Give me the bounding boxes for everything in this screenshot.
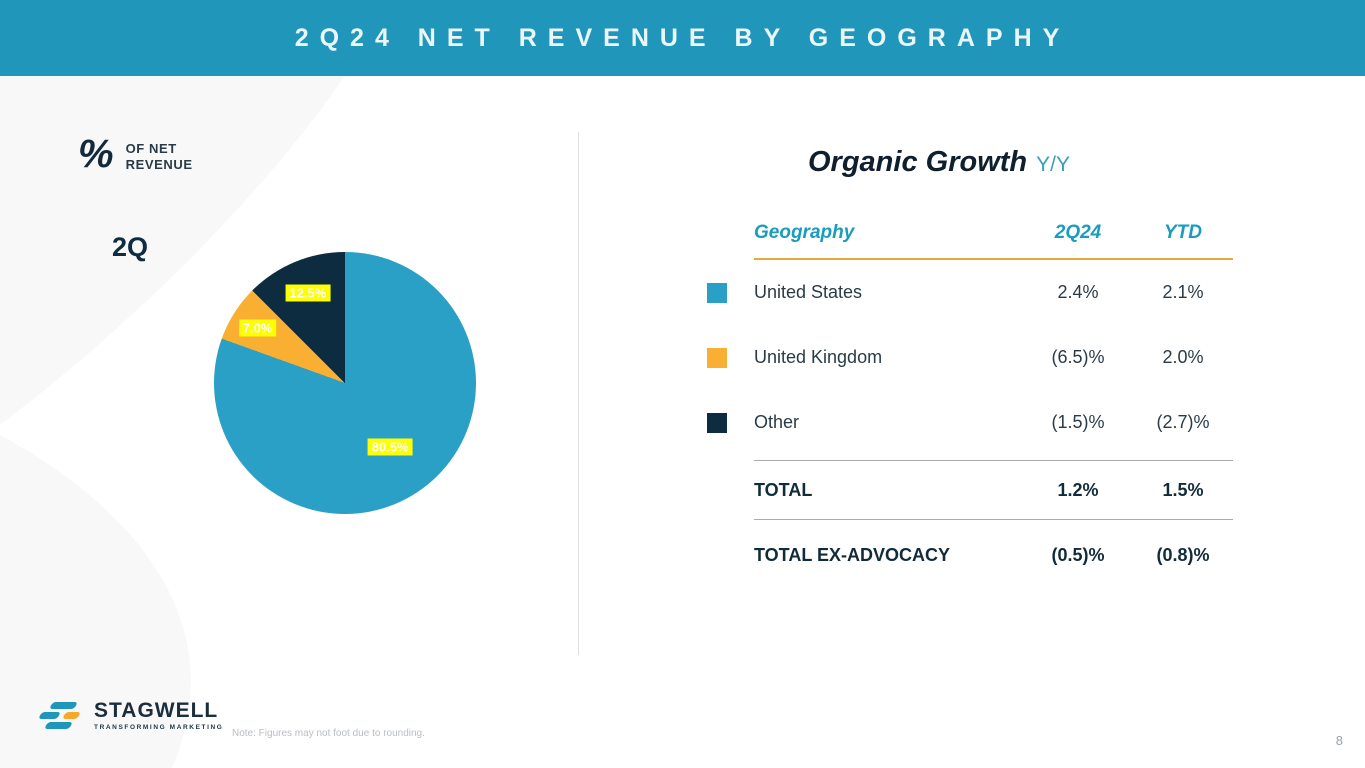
organic-growth-title-suffix: Y/Y: [1036, 153, 1070, 176]
brand-name: STAGWELL: [94, 699, 219, 722]
slide-header: 2Q24 NET REVENUE BY GEOGRAPHY: [0, 0, 1365, 76]
pct-of-net-revenue-block: % OF NET REVENUE: [78, 134, 193, 174]
header-underline: [754, 258, 1233, 260]
page-number: 8: [1335, 733, 1343, 748]
stagwell-logo-icon: [37, 701, 87, 730]
row-ytd-value: 2.0%: [1162, 347, 1204, 367]
column-header-2q24: 2Q24: [1054, 222, 1102, 243]
row-ytd-value: 2.1%: [1162, 282, 1204, 302]
legend-swatch-united-kingdom: [707, 347, 727, 368]
stagwell-logo-text: STAGWELL TRANSFORMING MARKETING: [94, 700, 223, 731]
stagwell-logo: STAGWELL TRANSFORMING MARKETING: [37, 700, 223, 731]
total-ex-ytd-value: (0.8)%: [1156, 544, 1210, 565]
legend-swatch-united-states: [707, 282, 727, 303]
total-ytd-value: 1.5%: [1162, 479, 1204, 500]
table-row-other: Other (1.5)% (2.7)%: [707, 390, 1233, 455]
pct-caption: OF NET REVENUE: [126, 141, 193, 174]
row-2q24-value: 2.4%: [1057, 282, 1099, 302]
footnote: Note: Figures may not foot due to roundi…: [232, 728, 425, 739]
brand-tagline: TRANSFORMING MARKETING: [94, 724, 224, 731]
separator-line: [754, 519, 1233, 520]
pie-slice-label: 7.0%: [238, 319, 277, 337]
table-row-united-kingdom: United Kingdom (6.5)% 2.0%: [707, 325, 1233, 390]
pct-caption-line2: REVENUE: [125, 157, 193, 173]
legend-swatch-other: [707, 412, 727, 433]
pie-slice-label: 80.5%: [367, 438, 413, 456]
column-header-geography: Geography: [754, 222, 855, 243]
total-2q24-value: 1.2%: [1057, 479, 1099, 500]
total-label: TOTAL: [754, 479, 813, 500]
slide-title: 2Q24 NET REVENUE BY GEOGRAPHY: [294, 23, 1071, 52]
pie-slice-label: 12.5%: [285, 284, 331, 302]
table-header-row: Geography 2Q24 YTD: [707, 208, 1233, 258]
table-row-united-states: United States 2.4% 2.1%: [707, 260, 1233, 325]
row-ytd-value: (2.7)%: [1156, 412, 1210, 432]
percent-symbol: %: [78, 132, 114, 176]
row-2q24-value: (6.5)%: [1051, 347, 1105, 367]
organic-growth-title-main: Organic Growth: [808, 146, 1028, 178]
organic-growth-title: Organic Growth Y/Y: [808, 146, 1070, 179]
separator-line: [754, 460, 1233, 461]
column-header-ytd: YTD: [1164, 222, 1202, 243]
row-label: United Kingdom: [754, 347, 883, 367]
total-ex-2q24-value: (0.5)%: [1051, 544, 1105, 565]
quarter-label: 2Q: [112, 232, 149, 262]
row-2q24-value: (1.5)%: [1051, 412, 1105, 432]
pct-caption-line1: OF NET: [125, 141, 177, 156]
vertical-divider: [578, 132, 579, 655]
total-ex-label: TOTAL EX-ADVOCACY: [754, 544, 951, 565]
row-label: United States: [754, 282, 863, 302]
table-row-total-ex-advocacy: TOTAL EX-ADVOCACY (0.5)% (0.8)%: [707, 520, 1233, 590]
table-row-total: TOTAL 1.2% 1.5%: [707, 461, 1233, 519]
pie-chart: 80.5% 7.0% 12.5%: [214, 252, 476, 514]
row-label: Other: [754, 412, 800, 432]
organic-growth-table: Geography 2Q24 YTD United States 2.4% 2.…: [707, 208, 1233, 590]
